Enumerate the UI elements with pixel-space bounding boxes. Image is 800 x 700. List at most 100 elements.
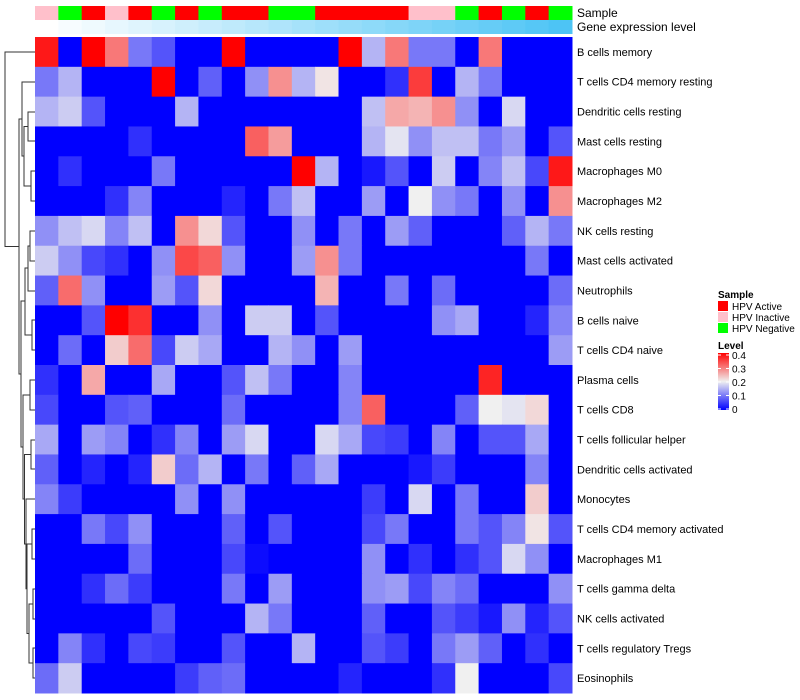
heatmap-cell: [548, 514, 573, 545]
heatmap-cell: [408, 305, 433, 336]
heatmap-cell: [455, 37, 480, 68]
heatmap-cell: [408, 186, 433, 217]
heatmap-cell: [198, 186, 223, 217]
heatmap-cell: [175, 514, 199, 545]
heatmap-cell: [408, 245, 433, 277]
heatmap-cell: [221, 633, 246, 664]
level-tick-label: 0.1: [732, 392, 746, 403]
heatmap-cell: [361, 484, 386, 515]
heatmap-cell: [315, 424, 340, 455]
heatmap-cell: [175, 275, 199, 306]
heatmap-cell: [361, 245, 386, 277]
heatmap-cell: [315, 603, 340, 634]
heatmap-cell: [338, 573, 363, 605]
heatmap-cell: [35, 215, 59, 247]
row-label: Neutrophils: [577, 285, 633, 297]
legend-item-label: HPV Inactive: [732, 313, 790, 324]
heatmap-cell: [385, 633, 410, 664]
heatmap-cell: [268, 186, 293, 217]
heatmap-cell: [455, 245, 480, 277]
heatmap-cell: [455, 275, 480, 306]
sample-annotation-cell: [105, 6, 129, 20]
heatmap-cell: [455, 424, 480, 455]
heatmap-cell: [478, 215, 503, 247]
heatmap-cell: [501, 514, 526, 545]
legend-item-label: HPV Active: [732, 302, 782, 313]
gene-level-annotation-cell: [35, 20, 59, 34]
gene-level-annotation-cell: [385, 20, 410, 34]
heatmap-cell: [128, 305, 153, 336]
heatmap-cell: [198, 603, 223, 634]
sample-annotation-cell: [361, 6, 386, 20]
heatmap-cell: [361, 37, 386, 68]
heatmap-cell: [175, 66, 199, 98]
heatmap-cell: [245, 543, 269, 575]
heatmap-cell: [105, 603, 129, 634]
heatmap-cell: [548, 66, 573, 98]
heatmap-cell: [385, 335, 410, 366]
heatmap-cell: [268, 126, 293, 157]
sample-annotation-cell: [58, 6, 83, 20]
gene-level-annotation-cell: [151, 20, 176, 34]
heatmap-cell: [525, 424, 550, 455]
sample-annotation-cell: [455, 6, 480, 20]
heatmap-cell: [501, 573, 526, 605]
sample-annotation-cell: [35, 6, 59, 20]
heatmap-cell: [175, 335, 199, 366]
heatmap-cell: [128, 245, 153, 277]
heatmap-cell: [198, 663, 223, 694]
heatmap-cell: [315, 186, 340, 217]
heatmap-cell: [151, 335, 176, 366]
heatmap-cell: [175, 633, 199, 664]
heatmap-cell: [291, 186, 316, 217]
heatmap-cell: [245, 37, 269, 68]
heatmap-cell: [361, 454, 386, 485]
sample-annotation-cell: [431, 6, 456, 20]
heatmap-cell: [81, 365, 106, 396]
heatmap-cell: [315, 215, 340, 247]
sample-annotation-cell: [221, 6, 246, 20]
heatmap-cell: [105, 156, 129, 187]
heatmap-cell: [501, 96, 526, 127]
heatmap-cell: [501, 543, 526, 575]
heatmap-cell: [548, 186, 573, 217]
heatmap-cell: [525, 663, 550, 694]
heatmap-cell: [128, 543, 153, 575]
heatmap-cell: [221, 514, 246, 545]
row-label: Macrophages M0: [577, 166, 662, 178]
heatmap-cell: [128, 335, 153, 366]
level-tick-label: 0.4: [732, 351, 746, 362]
heatmap-cell: [361, 603, 386, 634]
level-tick-label: 0.2: [732, 378, 746, 389]
heatmap-cell: [58, 573, 83, 605]
gene-level-annotation-cell: [58, 20, 83, 34]
heatmap-cell: [478, 514, 503, 545]
heatmap-cell: [315, 543, 340, 575]
heatmap-cell: [408, 156, 433, 187]
heatmap-cell: [175, 156, 199, 187]
heatmap-cell: [501, 215, 526, 247]
heatmap-cell: [151, 305, 176, 336]
row-dendrogram: [4, 51, 35, 679]
heatmap-cell: [175, 573, 199, 605]
heatmap-cell: [455, 484, 480, 515]
heatmap-cell: [315, 96, 340, 127]
heatmap-cell: [198, 484, 223, 515]
heatmap-cell: [478, 156, 503, 187]
heatmap-cell: [501, 633, 526, 664]
heatmap-cell: [81, 66, 106, 98]
heatmap-cell: [361, 156, 386, 187]
heatmap-cell: [151, 514, 176, 545]
heatmap-cell: [361, 215, 386, 247]
heatmap-cell: [408, 96, 433, 127]
sample-annotation-cell: [338, 6, 363, 20]
heatmap-cell: [431, 186, 456, 217]
heatmap-cell: [221, 126, 246, 157]
heatmap-cell: [81, 424, 106, 455]
heatmap-cell: [81, 484, 106, 515]
row-label: Mast cells activated: [577, 256, 673, 268]
heatmap-cell: [245, 245, 269, 277]
heatmap-cell: [105, 633, 129, 664]
heatmap-cell: [268, 633, 293, 664]
